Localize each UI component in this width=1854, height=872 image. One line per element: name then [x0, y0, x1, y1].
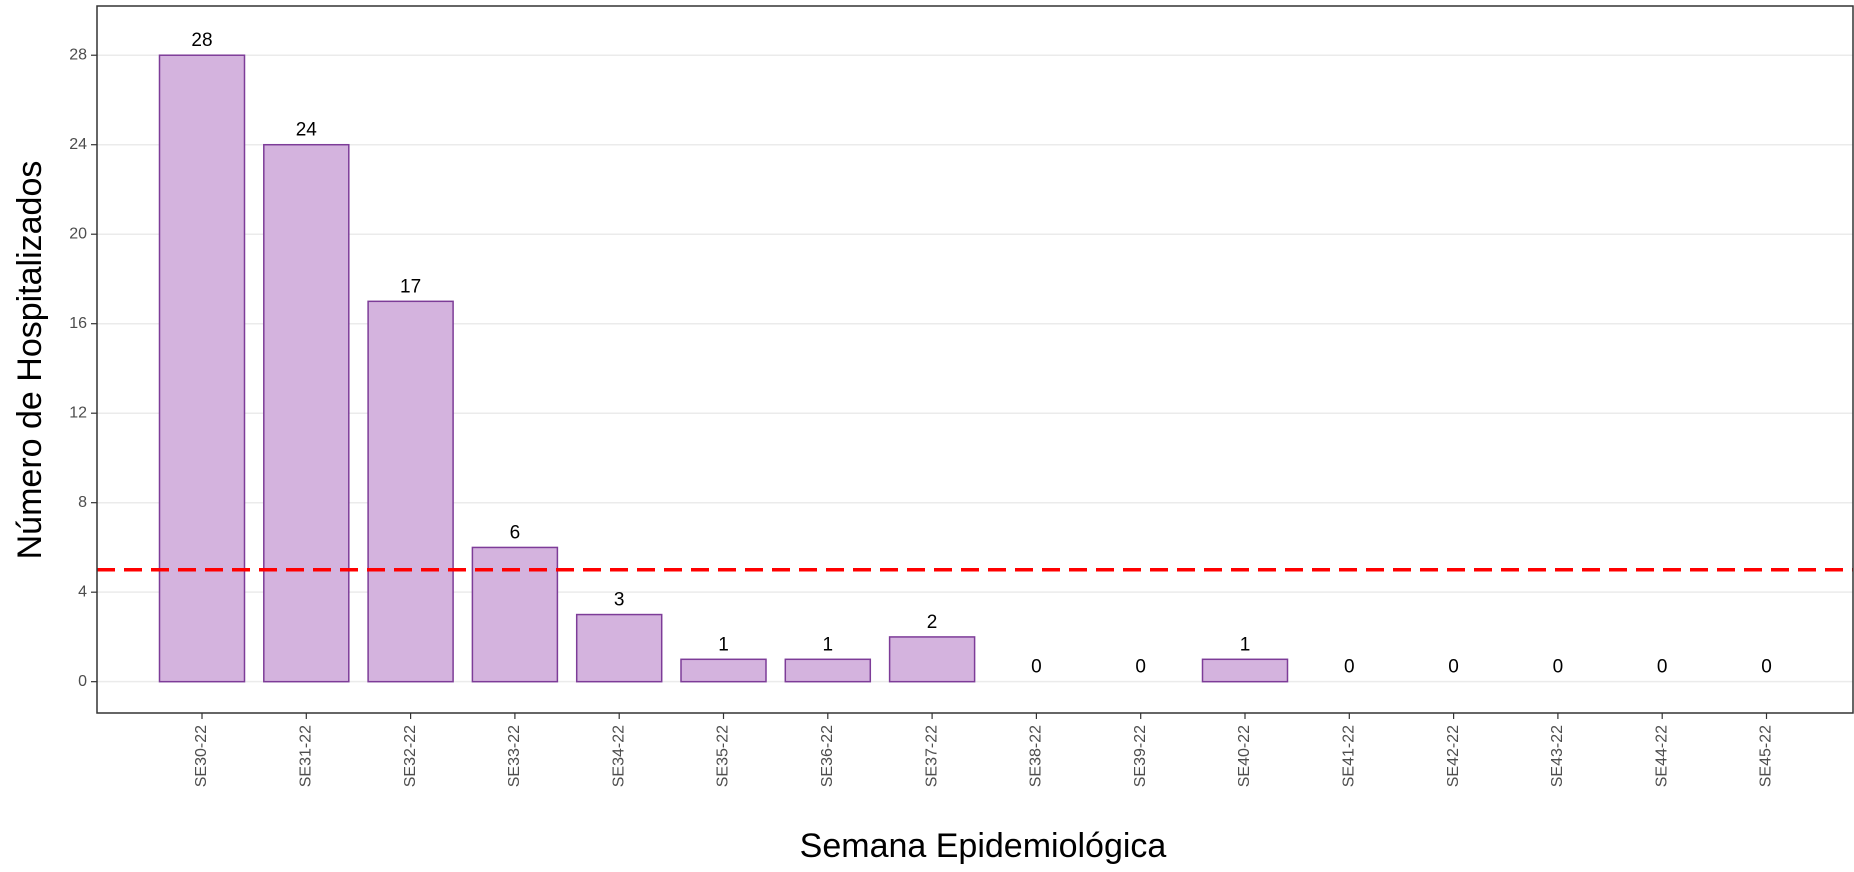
x-tick-label: SE44-22: [1653, 725, 1670, 787]
y-tick-label: 16: [69, 315, 87, 332]
bar: [680, 658, 767, 683]
bar: [263, 143, 350, 683]
y-tick-label: 0: [78, 673, 87, 690]
value-label: 0: [1553, 657, 1564, 678]
x-tick-label: SE39-22: [1132, 725, 1149, 787]
value-label: 6: [510, 522, 521, 543]
x-tick-label: SE32-22: [402, 725, 419, 787]
value-label: 1: [823, 634, 834, 655]
value-label: 0: [1448, 657, 1459, 678]
x-tick-label: SE35-22: [715, 725, 732, 787]
value-label: 0: [1657, 657, 1668, 678]
y-tick-label: 4: [78, 583, 87, 600]
value-label: 28: [191, 30, 212, 51]
y-tick-label: 20: [69, 225, 87, 242]
plot-border: [96, 5, 1854, 714]
value-label: 0: [1344, 657, 1355, 678]
y-axis-title: Número de Hospitalizados: [11, 161, 49, 560]
x-tick-label: SE40-22: [1236, 725, 1253, 787]
x-tick-label: SE33-22: [506, 725, 523, 787]
y-tick-label: 24: [69, 136, 87, 153]
value-label: 24: [296, 120, 318, 141]
bar: [471, 546, 559, 683]
x-tick-label: SE31-22: [298, 725, 315, 787]
bar: [367, 300, 454, 683]
x-tick-label: SE45-22: [1758, 725, 1775, 787]
bar: [158, 54, 246, 683]
bar: [888, 636, 976, 683]
y-tick-label: 28: [69, 46, 87, 63]
value-label: 0: [1031, 657, 1042, 678]
value-label: 0: [1761, 657, 1772, 678]
y-tick-label: 8: [78, 494, 87, 511]
x-tick-label: SE43-22: [1549, 725, 1566, 787]
plot-panel: [97, 6, 1853, 713]
bar: [575, 613, 663, 683]
x-tick-label: SE38-22: [1028, 725, 1045, 787]
value-label: 17: [400, 276, 421, 297]
bar: [1201, 658, 1289, 683]
bar: [784, 658, 872, 683]
x-tick-label: SE41-22: [1341, 725, 1358, 787]
x-axis-title: Semana Epidemiológica: [800, 827, 1167, 865]
x-tick-label: SE34-22: [610, 725, 627, 787]
y-tick-label: 12: [69, 404, 87, 421]
value-label: 1: [1240, 634, 1251, 655]
x-tick-label: SE36-22: [819, 725, 836, 787]
value-label: 3: [614, 590, 625, 611]
x-tick-label: SE42-22: [1445, 725, 1462, 787]
x-tick-label: SE30-22: [193, 725, 210, 787]
value-label: 2: [927, 612, 938, 633]
value-label: 0: [1135, 657, 1146, 678]
x-tick-label: SE37-22: [923, 725, 940, 787]
value-label: 1: [718, 634, 729, 655]
